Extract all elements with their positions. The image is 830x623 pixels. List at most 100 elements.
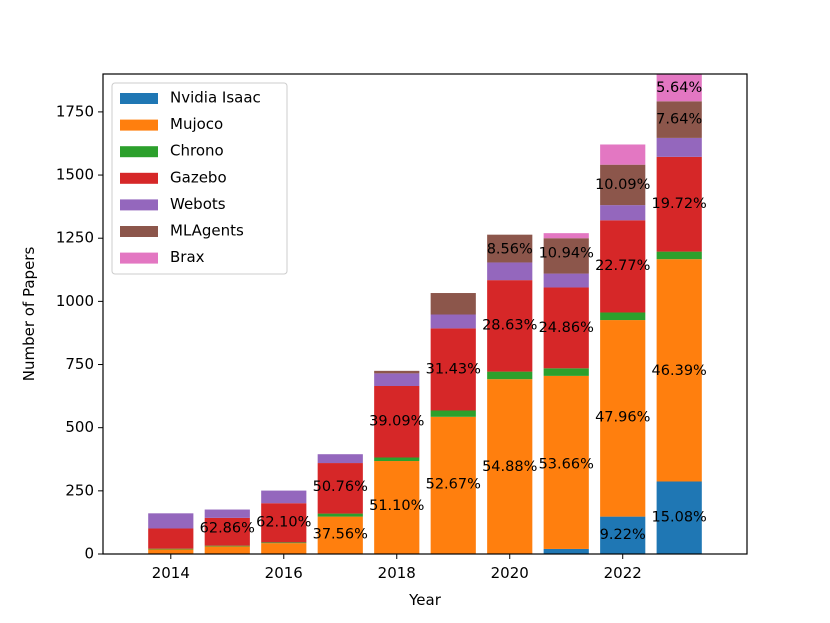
x-tick-label: 2016 (265, 564, 303, 582)
y-tick-label: 1250 (56, 229, 94, 247)
y-axis-ticks: 0 250 500 750 1000 1250 1500 1750 (56, 102, 103, 563)
bar-nvidia-isaac-2021 (543, 548, 589, 554)
pct-label-2018: 39.09% (369, 413, 424, 429)
legend-swatch-mlagents (120, 226, 158, 237)
y-tick-label: 1000 (56, 292, 94, 310)
y-tick-label: 250 (65, 481, 94, 499)
pct-label-2021: 24.86% (539, 320, 594, 336)
bar-webots-2019 (430, 314, 476, 329)
bar-mujoco-2016 (261, 543, 307, 554)
pct-label-2023: 7.64% (656, 111, 702, 127)
bar-gazebo-2014 (148, 528, 194, 549)
bar-gazebo-2020 (487, 280, 533, 372)
bar-webots-2018 (374, 373, 420, 386)
bar-gazebo-2018 (374, 386, 420, 458)
bar-gazebo-2021 (543, 287, 589, 369)
pct-label-2022: 9.22% (600, 527, 646, 543)
pct-label-2021: 53.66% (539, 456, 594, 472)
y-axis-label: Number of Papers (20, 247, 38, 382)
pct-label-2019: 31.43% (426, 362, 481, 378)
bar-chrono-2022 (600, 312, 646, 321)
bar-chrono-2019 (430, 410, 476, 417)
pct-label-2015: 62.86% (200, 521, 255, 537)
legend-label-gazebo: Gazebo (170, 168, 227, 186)
bar-webots-2023 (656, 137, 702, 157)
bar-mlagents-2022 (600, 164, 646, 206)
bar-mlagents-2021 (543, 238, 589, 274)
bar-webots-2020 (487, 262, 533, 281)
x-tick-label: 2022 (604, 564, 642, 582)
legend-swatch-brax (120, 252, 158, 264)
x-tick-label: 2018 (378, 564, 416, 582)
bar-mujoco-2022 (600, 320, 646, 517)
bar-brax-2023 (656, 74, 702, 102)
pct-label-2023: 15.08% (652, 509, 707, 525)
bar-mujoco-2020 (487, 379, 533, 554)
bar-mujoco-2014 (148, 549, 194, 554)
y-tick-label: 750 (65, 355, 94, 373)
bar-gazebo-2022 (600, 220, 646, 313)
legend-label-mujoco: Mujoco (170, 115, 223, 133)
plot-frame (102, 73, 748, 555)
pct-label-2020: 54.88% (482, 459, 537, 475)
x-tick-label: 2020 (491, 564, 529, 582)
bars-layer (148, 74, 702, 554)
y-tick-label: 0 (84, 545, 94, 563)
bar-chrono-2021 (543, 368, 589, 376)
legend-label-nvidia-isaac: Nvidia Isaac (170, 89, 261, 107)
bar-gazebo-2023 (656, 156, 702, 252)
legend-swatch-mujoco (120, 119, 158, 131)
pct-label-2021: 10.94% (539, 245, 594, 261)
bar-mujoco-2015 (204, 546, 250, 554)
pct-label-2022: 47.96% (595, 410, 650, 426)
bar-mlagents-2020 (487, 234, 533, 263)
bar-mujoco-2021 (543, 375, 589, 549)
pct-label-2016: 62.10% (256, 514, 311, 530)
pct-label-2020: 8.56% (487, 242, 533, 258)
legend-swatch-webots (120, 199, 158, 211)
bar-brax-2022 (600, 144, 646, 165)
bar-mujoco-2019 (430, 416, 476, 554)
legend: Nvidia Isaac Mujoco Chrono Gazebo Webots MLAg… (111, 82, 288, 275)
legend-label-mlagents: MLAgents (170, 222, 244, 240)
bar-nvidia-isaac-2023 (656, 481, 702, 554)
legend-swatch-chrono (120, 146, 158, 158)
bar-webots-2022 (600, 205, 646, 221)
bar-mlagents-2023 (656, 101, 702, 138)
legend-label-chrono: Chrono (170, 142, 224, 160)
pct-label-2023: 46.39% (652, 363, 707, 379)
pct-label-2019: 52.67% (426, 477, 481, 493)
bar-webots-2021 (543, 273, 589, 288)
percentage-labels-layer: 62.86% 62.10%37.56% 50.76%51.10% 39.09% 52.6… (200, 80, 707, 543)
pct-label-2017: 50.76% (313, 479, 368, 495)
legend-label-brax: Brax (170, 248, 205, 266)
pct-label-2023: 19.72% (652, 196, 707, 212)
y-tick-label: 1750 (56, 102, 94, 120)
bar-mlagents-2018 (374, 370, 420, 374)
legend-swatch-nvidia-isaac (120, 93, 158, 104)
bar-chrono-2015 (204, 545, 250, 547)
bar-webots-2017 (317, 454, 363, 464)
bar-chrono-2020 (487, 371, 533, 380)
x-axis-label: Year (408, 591, 442, 609)
bar-gazebo-2015 (204, 517, 250, 546)
bar-chrono-2017 (317, 513, 363, 517)
pct-label-2023: 5.64% (656, 80, 702, 96)
bar-mujoco-2023 (656, 259, 702, 482)
bar-nvidia-isaac-2022 (600, 516, 646, 554)
x-axis-ticks: 2014 2016 2018 2020 2022 (152, 554, 642, 582)
bar-mujoco-2018 (374, 461, 420, 554)
bar-webots-2015 (204, 509, 250, 518)
legend-swatch-gazebo (120, 172, 158, 184)
pct-label-2018: 51.10% (369, 498, 424, 514)
pct-label-2020: 28.63% (482, 317, 537, 333)
bar-webots-2014 (148, 513, 194, 529)
bar-chrono-2018 (374, 457, 420, 462)
legend-label-webots: Webots (170, 195, 226, 213)
bar-gazebo-2017 (317, 463, 363, 514)
pct-label-2022: 10.09% (595, 177, 650, 193)
bar-webots-2016 (261, 490, 307, 504)
bar-mlagents-2019 (430, 293, 476, 315)
y-tick-label: 1500 (56, 166, 94, 184)
